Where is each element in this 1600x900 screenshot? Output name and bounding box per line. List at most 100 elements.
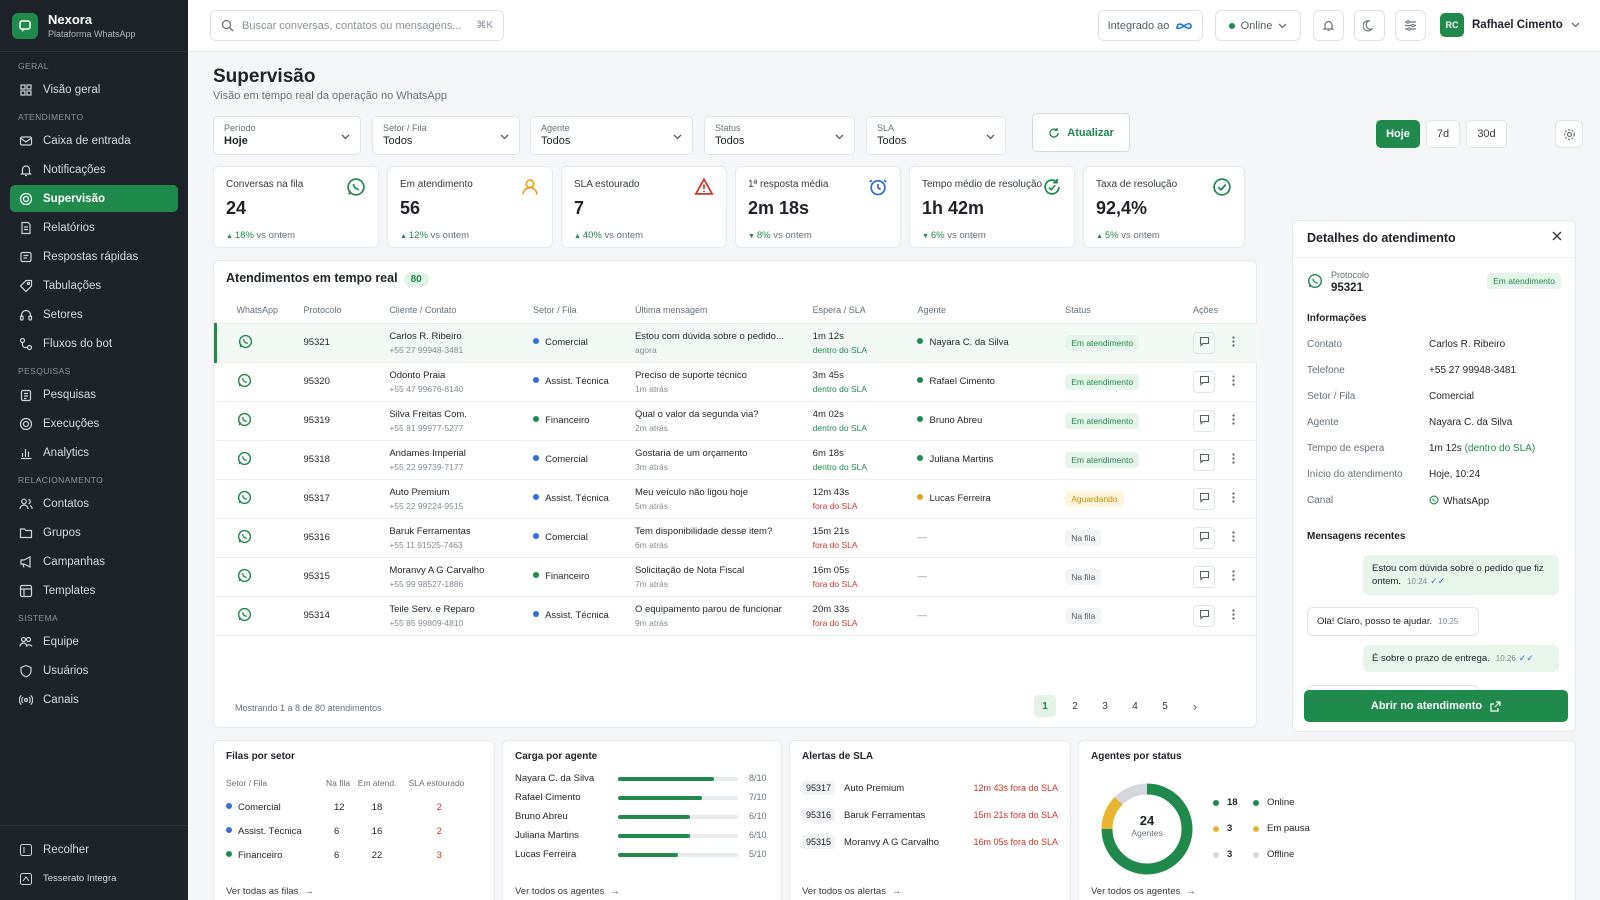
cell-last-message: Qual o valor da segunda via? 2m atrás [634,401,813,441]
queue-row[interactable]: Comercial 12 18 2 [226,795,482,819]
filter-per-odo[interactable]: Período Hoje [213,116,361,155]
queue-row[interactable]: Financeiro 6 22 3 [226,843,482,867]
page-settings-button[interactable] [1555,120,1583,148]
open-chat-button[interactable] [1193,370,1216,393]
range-30d[interactable]: 30d [1466,120,1507,148]
agents-status-link[interactable]: Ver todos os agentes → [1091,886,1196,897]
more-options-button[interactable] [1223,413,1243,428]
sidebar-item-respostas-rapidas[interactable]: Respostas rápidas [10,243,178,270]
range-7d[interactable]: 7d [1426,120,1460,148]
table-row[interactable]: 95314 Teile Serv. e Reparo +55 85 99809-48… [215,596,1258,636]
agent-name: Bruno Abreu [929,415,983,426]
more-options-button[interactable] [1223,569,1243,584]
next-page-button[interactable]: › [1192,698,1198,714]
sidebar-item-equipe[interactable]: Equipe [10,628,178,655]
last-message-time: 6m atrás [634,539,669,550]
column-header: Agente [917,297,1066,324]
page-4-button[interactable]: 4 [1132,700,1138,712]
kpi-card[interactable]: Em atendimento 56 ▲ 12% vs ontem [387,166,553,248]
sla-alert-row[interactable]: 95315 Moranvy A G Carvalho 16m 05s fora do… [802,833,1058,853]
sidebar-item-grupos[interactable]: Grupos [10,519,178,546]
alerts-link[interactable]: Ver todos os alertas → [802,886,901,897]
kpi-card[interactable]: SLA estourado 7 ▲ 40% vs ontem [561,166,727,248]
integration-badge[interactable]: Integrado ao [1098,10,1203,41]
sidebar-item-relatorios[interactable]: Relatórios [10,214,178,241]
table-row[interactable]: 95319 Silva Freitas Com. +55 81 99977-5277… [215,401,1258,441]
user-menu[interactable]: RC Rafhael Cimento [1440,13,1580,37]
info-value: WhatsApp [1429,495,1489,507]
sidebar-item-templates[interactable]: Templates [10,577,178,604]
table-row[interactable]: 95321 Carlos R. Ribeiro +55 27 99948-3481 C… [214,323,1258,363]
more-options-button[interactable] [1223,491,1243,506]
agents-status-link-label: Ver todos os agentes [1091,886,1181,897]
kpi-card[interactable]: Conversas na fila 24 ▲ 18% vs ontem [213,166,379,248]
kpi-card[interactable]: 1ª resposta média 2m 18s ▼ 8% vs ontem [735,166,901,248]
sidebar-item-campanhas[interactable]: Campanhas [10,548,178,575]
sidebar-item-contatos[interactable]: Contatos [10,490,178,517]
sidebar-item-canais[interactable]: Canais [10,686,178,713]
sidebar-item-execucoes[interactable]: Execuções [10,410,178,437]
filter-setor-fila[interactable]: Setor / Fila Todos [372,116,520,155]
kpi-card[interactable]: Taxa de resolução 92,4% ▲ 5% vs ontem [1083,166,1245,248]
sidebar-item-pesquisas[interactable]: Pesquisas [10,381,178,408]
load-link[interactable]: Ver todos os agentes → [515,886,620,897]
open-chat-button[interactable] [1193,331,1216,354]
status-dropdown[interactable]: Online [1215,10,1301,41]
notifications-button[interactable] [1313,10,1344,41]
sidebar-item-tabulacoes[interactable]: Tabulações [10,272,178,299]
more-options-button[interactable] [1223,608,1243,623]
sidebar-item-visao-geral[interactable]: Visão geral [10,76,178,103]
client-phone: +55 22 99224-9515 [389,500,464,511]
sidebar-item-analytics[interactable]: Analytics [10,439,178,466]
filter-agente[interactable]: Agente Todos [530,116,693,155]
more-options-button[interactable] [1223,530,1243,545]
table-row[interactable]: 95320 Odonto Praia +55 47 99676-8140 Assist… [215,362,1258,402]
kpi-card[interactable]: Tempo médio de resolução 1h 42m ▼ 6% vs on… [909,166,1075,248]
sla-alert-row[interactable]: 95317 Auto Premium 12m 43s fora do SLA [802,779,1058,799]
sidebar-item-supervisao[interactable]: Supervisão [10,185,178,212]
page-1-button[interactable]: 1 [1034,695,1056,717]
open-chat-button[interactable] [1193,487,1216,510]
settings-sliders-button[interactable] [1395,10,1426,41]
open-chat-button[interactable] [1193,565,1216,588]
more-options-button[interactable] [1223,452,1243,467]
queues-link[interactable]: Ver todas as filas → [226,886,314,897]
cell-sector: Comercial [533,518,635,558]
table-row[interactable]: 95316 Baruk Ferramentas +55 11 91525-7463 C… [215,518,1258,558]
sla-alert-row[interactable]: 95316 Baruk Ferramentas 15m 21s fora do SL… [802,806,1058,826]
sidebar-item-notificacoes[interactable]: Notificações [10,156,178,183]
search-input[interactable]: Buscar conversas, contatos ou mensagens.… [210,10,504,41]
open-chat-button[interactable] [1193,526,1216,549]
table-row[interactable]: 95315 Moranvy A G Carvalho +55 99 98527-18… [215,557,1258,597]
brand[interactable]: Nexora Plataforma WhatsApp [0,0,188,52]
filter-status[interactable]: Status Todos [704,116,855,155]
filter-sla[interactable]: SLA Todos [866,116,1006,155]
open-chat-button[interactable] [1193,409,1216,432]
table-row[interactable]: 95318 Andames Imperial +55 22 99739-7177 Co… [215,440,1258,480]
table-row[interactable]: 95317 Auto Premium +55 22 99224-9515 Assist… [215,479,1258,519]
open-chat-button[interactable] [1193,448,1216,471]
cell-client: Baruk Ferramentas +55 11 91525-7463 [389,518,534,558]
sidebar-section-title: ATENDIMENTO [18,112,84,122]
close-details-button[interactable] [1551,230,1563,245]
user-icon [520,177,540,200]
queue-row[interactable]: Assist. Técnica 6 16 2 [226,819,482,843]
sidebar-item-caixa-de-entrada[interactable]: Caixa de entrada [10,127,178,154]
org-switcher[interactable]: Tesserato Integra [10,865,178,892]
more-options-button[interactable] [1223,335,1243,350]
refresh-icon [1042,177,1062,200]
sidebar-item-setores[interactable]: Setores [10,301,178,328]
open-ticket-button[interactable]: Abrir no atendimento [1304,690,1568,722]
open-chat-button[interactable] [1193,604,1216,627]
range-hoje[interactable]: Hoje [1376,120,1420,148]
page-5-button[interactable]: 5 [1162,700,1168,712]
cell-sector: Comercial [533,323,635,363]
theme-toggle-button[interactable] [1354,10,1385,41]
collapse-button[interactable]: Recolher [10,836,178,863]
page-3-button[interactable]: 3 [1102,700,1108,712]
refresh-button[interactable]: Atualizar [1032,113,1130,152]
more-options-button[interactable] [1223,374,1243,389]
page-2-button[interactable]: 2 [1072,700,1078,712]
sidebar-item-usuarios[interactable]: Usuários [10,657,178,684]
sidebar-item-fluxos-do-bot[interactable]: Fluxos do bot [10,330,178,357]
